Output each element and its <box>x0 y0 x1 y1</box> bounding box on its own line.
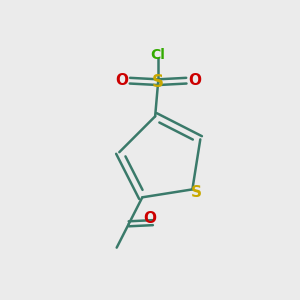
Text: S: S <box>152 73 164 91</box>
Text: O: O <box>143 211 156 226</box>
Text: S: S <box>191 185 202 200</box>
Text: O: O <box>188 73 201 88</box>
Text: O: O <box>115 73 128 88</box>
Text: Cl: Cl <box>151 48 166 62</box>
